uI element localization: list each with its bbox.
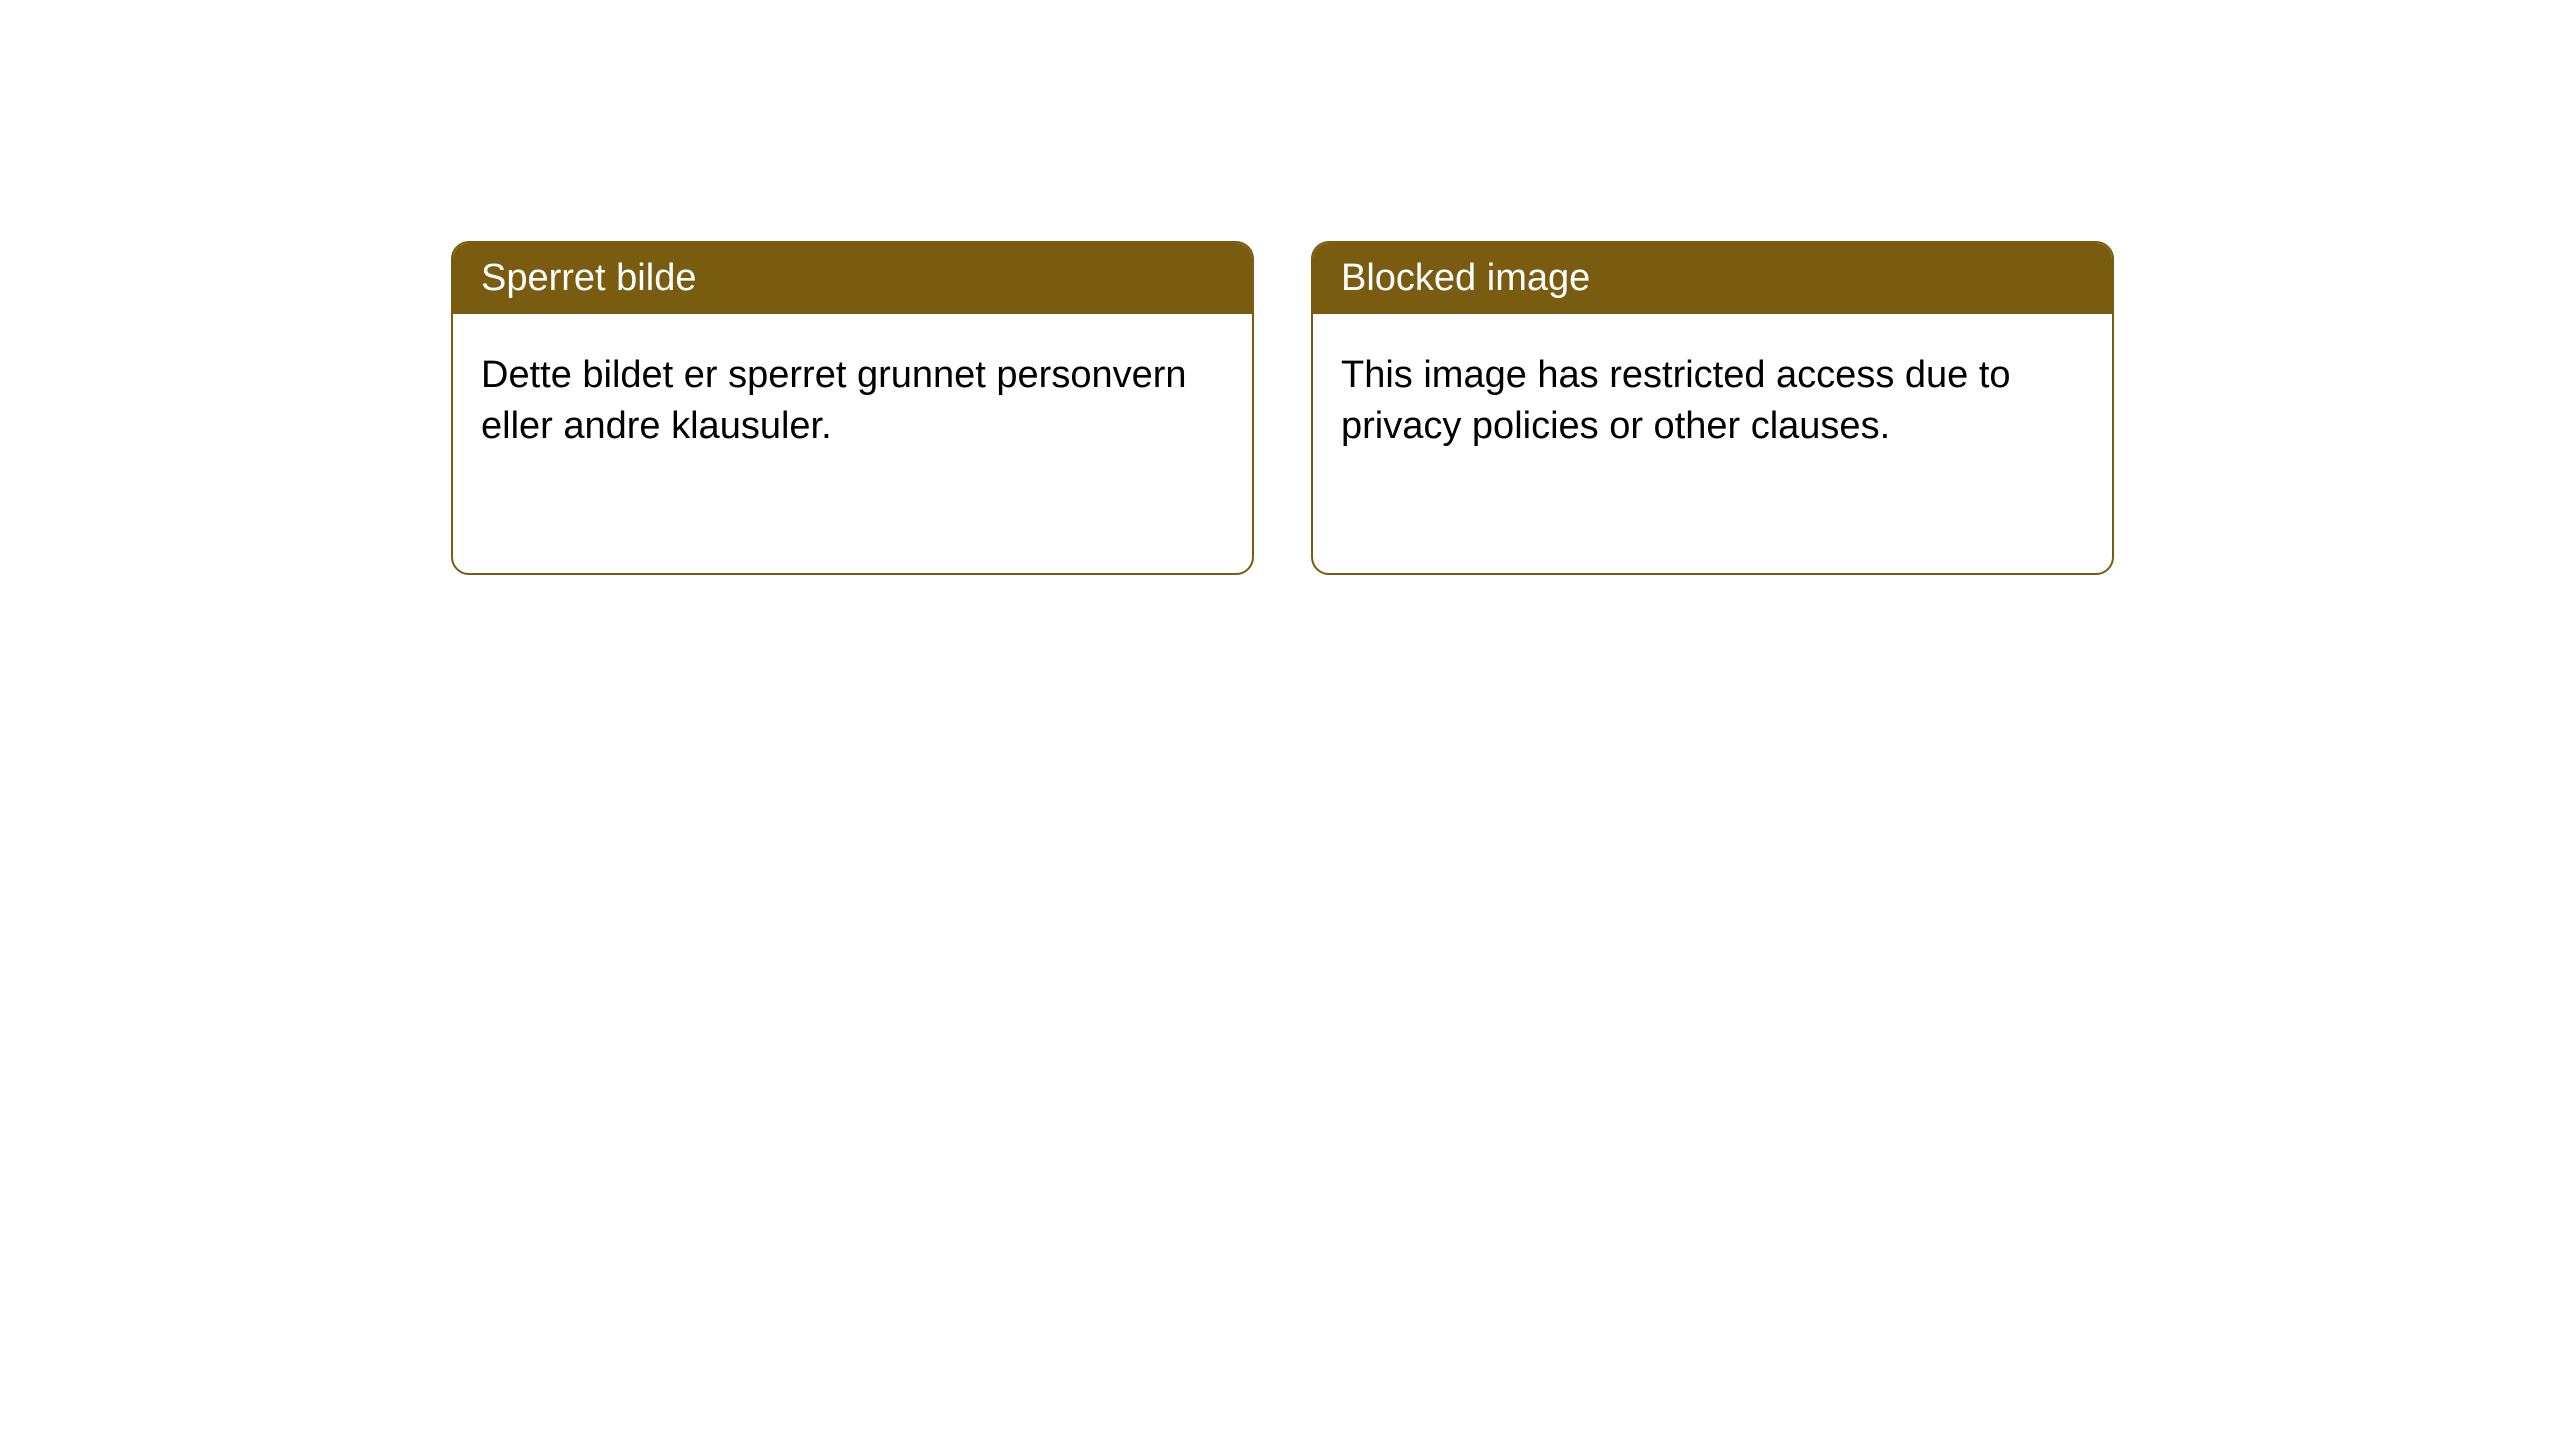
- blocked-image-card-en: Blocked image This image has restricted …: [1311, 241, 2114, 575]
- blocked-image-card-no: Sperret bilde Dette bildet er sperret gr…: [451, 241, 1254, 575]
- card-body-en: This image has restricted access due to …: [1313, 314, 2112, 489]
- card-message-no: Dette bildet er sperret grunnet personve…: [481, 354, 1187, 447]
- card-header-no: Sperret bilde: [453, 243, 1252, 314]
- card-title-en: Blocked image: [1341, 257, 1590, 299]
- card-body-no: Dette bildet er sperret grunnet personve…: [453, 314, 1252, 489]
- card-title-no: Sperret bilde: [481, 257, 696, 299]
- notice-container: Sperret bilde Dette bildet er sperret gr…: [451, 241, 2114, 575]
- card-header-en: Blocked image: [1313, 243, 2112, 314]
- card-message-en: This image has restricted access due to …: [1341, 354, 2011, 447]
